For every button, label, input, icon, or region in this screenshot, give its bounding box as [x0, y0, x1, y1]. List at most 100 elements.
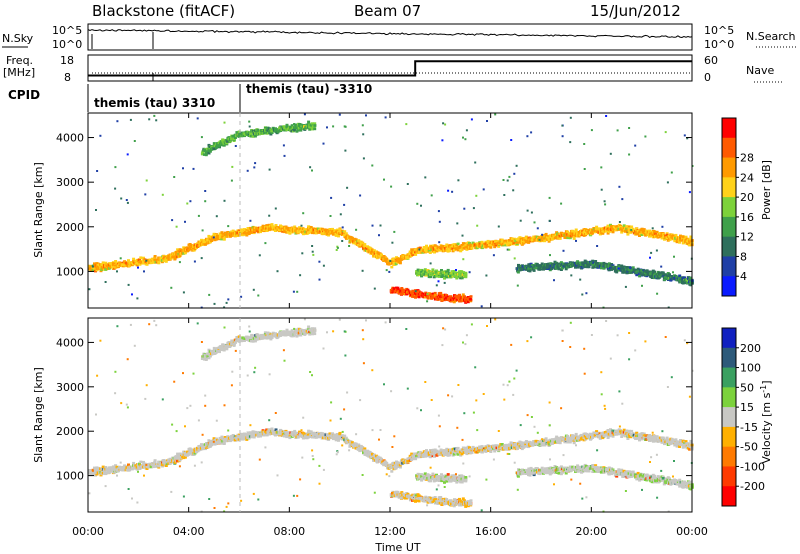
power-scatter-echo	[371, 164, 374, 167]
velocity-echo-0	[173, 461, 177, 464]
power-scatter-echo	[655, 249, 658, 252]
power-echo-2	[400, 287, 404, 290]
power-echo-1	[204, 152, 208, 155]
power-scatter-echo	[686, 137, 689, 140]
power-scatter-echo	[406, 183, 409, 185]
power-scatter-echo	[590, 129, 593, 132]
power-scatter-echo	[618, 185, 621, 188]
power-scatter-echo	[318, 260, 321, 263]
power-echo-0	[626, 233, 630, 236]
velocity-echo-0	[174, 455, 178, 458]
power-scatter-echo	[444, 123, 447, 126]
power-echo-4	[685, 281, 689, 285]
power-echo-2	[396, 286, 400, 290]
velocity-echo-0	[202, 444, 206, 448]
power-echo-0	[367, 250, 371, 254]
power-echo-1	[250, 134, 253, 138]
power-echo-4	[679, 280, 683, 284]
power-scatter-echo	[341, 226, 344, 229]
power-echo-0	[357, 239, 361, 242]
power-echo-0	[591, 232, 594, 235]
velocity-echo-0	[139, 460, 143, 464]
power-echo-0	[621, 228, 625, 232]
power-echo-4	[638, 274, 642, 278]
power-echo-0	[314, 231, 318, 235]
power-echo-0	[547, 240, 551, 243]
power-echo-0	[513, 241, 517, 244]
power-scatter-echo	[182, 167, 184, 170]
power-scatter-echo	[253, 166, 256, 169]
power-echo-1	[299, 123, 303, 126]
power-echo-4	[628, 266, 632, 270]
power-scatter-echo	[572, 264, 575, 267]
velocity-echo-0	[183, 456, 187, 459]
power-echo-0	[139, 259, 143, 263]
power-scatter-echo	[322, 142, 325, 145]
noise-left-tick-top: 10^5	[52, 24, 82, 37]
power-echo-0	[266, 225, 270, 229]
colorbar-tick-label: 8	[740, 250, 747, 263]
power-scatter-echo	[485, 274, 488, 277]
power-scatter-echo	[441, 139, 444, 142]
power-echo-0	[151, 259, 155, 262]
power-echo-4	[678, 274, 682, 278]
power-echo-4	[545, 263, 549, 266]
velocity-echo-0	[214, 442, 218, 445]
power-echo-3	[437, 275, 441, 278]
power-scatter-echo	[553, 279, 555, 282]
power-echo-0	[480, 246, 484, 250]
colorbar-tick-label: 24	[740, 171, 754, 184]
power-scatter-echo	[330, 196, 333, 199]
power-echo-0	[288, 232, 292, 235]
power-echo-4	[559, 268, 563, 271]
power-echo-4	[661, 272, 665, 276]
power-echo-0	[307, 231, 310, 235]
power-scatter-echo	[223, 306, 226, 309]
power-scatter-echo	[383, 178, 385, 181]
power-echo-0	[174, 250, 178, 254]
power-scatter-echo	[114, 187, 117, 190]
power-echo-1	[308, 128, 312, 131]
power-scatter-echo	[672, 271, 674, 274]
power-echo-0	[414, 253, 418, 256]
power-scatter-echo	[234, 145, 237, 147]
power-echo-0	[104, 268, 108, 271]
velocity-echo-0	[220, 435, 224, 439]
power-scatter-echo	[621, 198, 624, 201]
power-echo-4	[579, 263, 583, 266]
power-echo-0	[360, 242, 364, 245]
power-echo-2	[391, 287, 394, 291]
power-echo-0	[298, 226, 302, 229]
power-echo-0	[493, 245, 497, 249]
power-scatter-echo	[88, 288, 91, 291]
power-echo-0	[390, 265, 394, 269]
power-echo-4	[615, 270, 619, 274]
power-scatter-echo	[604, 203, 607, 206]
power-echo-3	[458, 274, 462, 278]
power-scatter-echo	[656, 292, 659, 295]
cpid-panel: CPID themis (tau) 3310 themis (tau) -331…	[8, 82, 372, 112]
power-echo-4	[526, 265, 530, 269]
power-echo-0	[418, 251, 422, 254]
date-title: 15/Jun/2012	[590, 2, 681, 20]
velocity-echo-0	[151, 463, 155, 467]
power-echo-0	[450, 245, 454, 249]
power-scatter-echo	[119, 257, 122, 260]
power-echo-0	[480, 240, 484, 244]
power-echo-0	[274, 229, 277, 232]
power-scatter-echo	[359, 194, 362, 197]
power-scatter-echo	[414, 290, 417, 293]
power-echo-4	[631, 266, 635, 269]
power-scatter-echo	[292, 290, 295, 293]
power-scatter-echo	[173, 176, 176, 178]
power-scatter-echo	[227, 298, 230, 301]
power-echo-1	[204, 153, 208, 157]
power-echo-0	[653, 230, 657, 233]
velocity-echo-0	[192, 453, 196, 456]
power-echo-1	[233, 136, 237, 139]
power-echo-0	[601, 232, 605, 235]
power-echo-0	[638, 234, 641, 237]
velocity-echo-0	[106, 469, 110, 472]
cpid-label: CPID	[8, 88, 40, 102]
power-echo-0	[606, 232, 610, 235]
